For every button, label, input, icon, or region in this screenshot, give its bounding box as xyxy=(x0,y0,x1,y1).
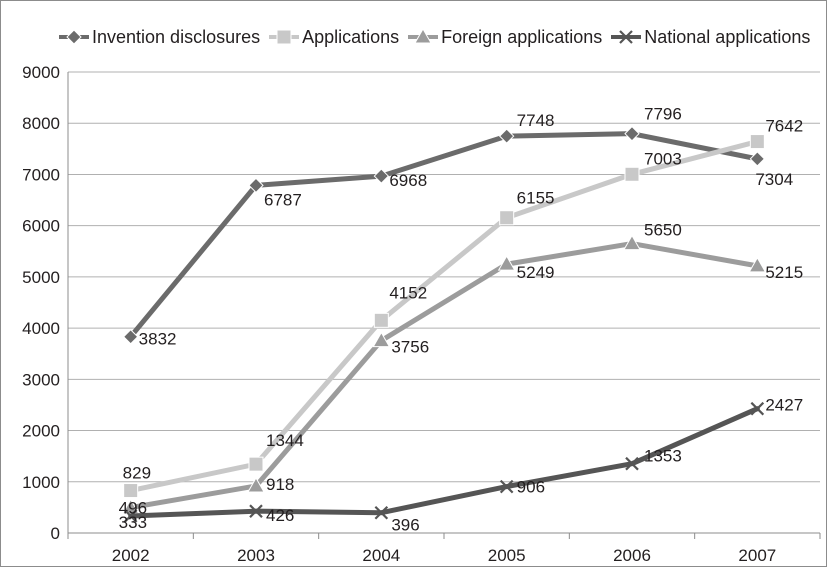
y-tick-label: 5000 xyxy=(22,268,60,287)
data-point xyxy=(122,329,139,345)
series-foreign-applications xyxy=(121,234,767,515)
series-line xyxy=(128,139,760,494)
data-point xyxy=(749,134,765,150)
series-line xyxy=(128,131,760,340)
data-label: 4152 xyxy=(389,283,427,302)
data-label: 1344 xyxy=(266,431,304,450)
data-label: 7748 xyxy=(517,111,555,130)
data-label: 3832 xyxy=(139,330,177,349)
data-label: 6968 xyxy=(389,171,427,190)
data-label: 906 xyxy=(517,478,545,497)
data-point xyxy=(248,177,264,194)
data-point xyxy=(123,509,138,523)
legend-entry: National applications xyxy=(610,27,810,48)
data-label: 5249 xyxy=(517,263,555,282)
x-tick-label: 2005 xyxy=(488,546,526,565)
data-label: 7003 xyxy=(644,149,682,168)
legend-marker-shape xyxy=(414,27,433,44)
data-label: 333 xyxy=(119,513,147,532)
data-label: 7304 xyxy=(755,170,793,189)
chart-legend: Invention disclosures Applications Foreign… xyxy=(58,24,810,50)
y-tick-label: 8000 xyxy=(22,114,60,133)
legend-marker-icon xyxy=(269,29,300,45)
series-line xyxy=(128,406,760,519)
series-national-applications xyxy=(123,401,765,523)
data-point xyxy=(499,210,515,226)
legend-label: National applications xyxy=(644,26,811,47)
y-tick-label: 2000 xyxy=(22,422,60,441)
y-tick-label: 1000 xyxy=(22,473,60,492)
legend-marker-icon xyxy=(611,30,642,44)
data-point xyxy=(248,456,264,472)
data-point xyxy=(372,331,391,348)
y-tick-label: 4000 xyxy=(22,319,60,338)
data-point xyxy=(123,483,139,499)
data-point xyxy=(499,479,514,494)
data-label: 6787 xyxy=(264,190,302,209)
data-point xyxy=(374,505,389,520)
data-point xyxy=(749,151,766,167)
x-tick-label: 2003 xyxy=(237,546,275,565)
y-tick-label: 3000 xyxy=(22,370,60,389)
data-point xyxy=(750,401,765,416)
y-tick-label: 6000 xyxy=(22,217,60,236)
data-label: 5215 xyxy=(765,263,803,282)
legend-entry: Invention disclosures xyxy=(58,27,260,48)
data-label: 5650 xyxy=(644,221,682,240)
data-point xyxy=(373,312,389,328)
data-label: 6155 xyxy=(517,189,555,208)
x-tick-label: 2007 xyxy=(738,546,776,565)
legend-marker-icon xyxy=(408,27,439,44)
data-label: 396 xyxy=(391,516,419,535)
data-point xyxy=(247,476,265,493)
data-label: 918 xyxy=(266,475,294,494)
data-point xyxy=(623,234,641,251)
data-point xyxy=(497,255,516,271)
series-applications xyxy=(123,134,765,499)
legend-marker-shape xyxy=(66,29,82,45)
legend-label: Invention disclosures xyxy=(92,26,261,47)
y-tick-label: 0 xyxy=(51,524,60,543)
legend-marker-shape xyxy=(619,30,634,44)
series-invention-disclosures xyxy=(122,125,766,345)
y-tick-label: 7000 xyxy=(22,165,60,184)
legend-label: Foreign applications xyxy=(441,26,603,47)
legend-marker-shape xyxy=(276,29,292,45)
data-point xyxy=(373,168,390,184)
data-label: 496 xyxy=(119,499,147,518)
series-line xyxy=(128,241,760,511)
legend-entry: Foreign applications xyxy=(407,27,602,48)
data-point xyxy=(625,456,639,471)
x-tick-label: 2004 xyxy=(362,546,400,565)
data-label: 829 xyxy=(123,464,151,483)
data-label: 3756 xyxy=(391,338,429,357)
data-point xyxy=(748,256,767,273)
x-tick-label: 2006 xyxy=(613,546,651,565)
data-label: 7642 xyxy=(765,117,803,136)
y-tick-label: 9000 xyxy=(22,63,60,82)
data-point xyxy=(624,166,640,182)
x-tick-label: 2002 xyxy=(112,546,150,565)
data-label: 426 xyxy=(266,506,294,525)
legend-marker-icon xyxy=(59,29,89,45)
data-point xyxy=(498,128,515,144)
legend-label: Applications xyxy=(302,26,400,47)
data-point xyxy=(624,125,640,142)
data-label: 7796 xyxy=(644,105,682,124)
data-label: 1353 xyxy=(644,447,682,466)
data-label: 2427 xyxy=(765,396,803,415)
data-point xyxy=(249,504,263,518)
legend-entry: Applications xyxy=(268,27,399,48)
